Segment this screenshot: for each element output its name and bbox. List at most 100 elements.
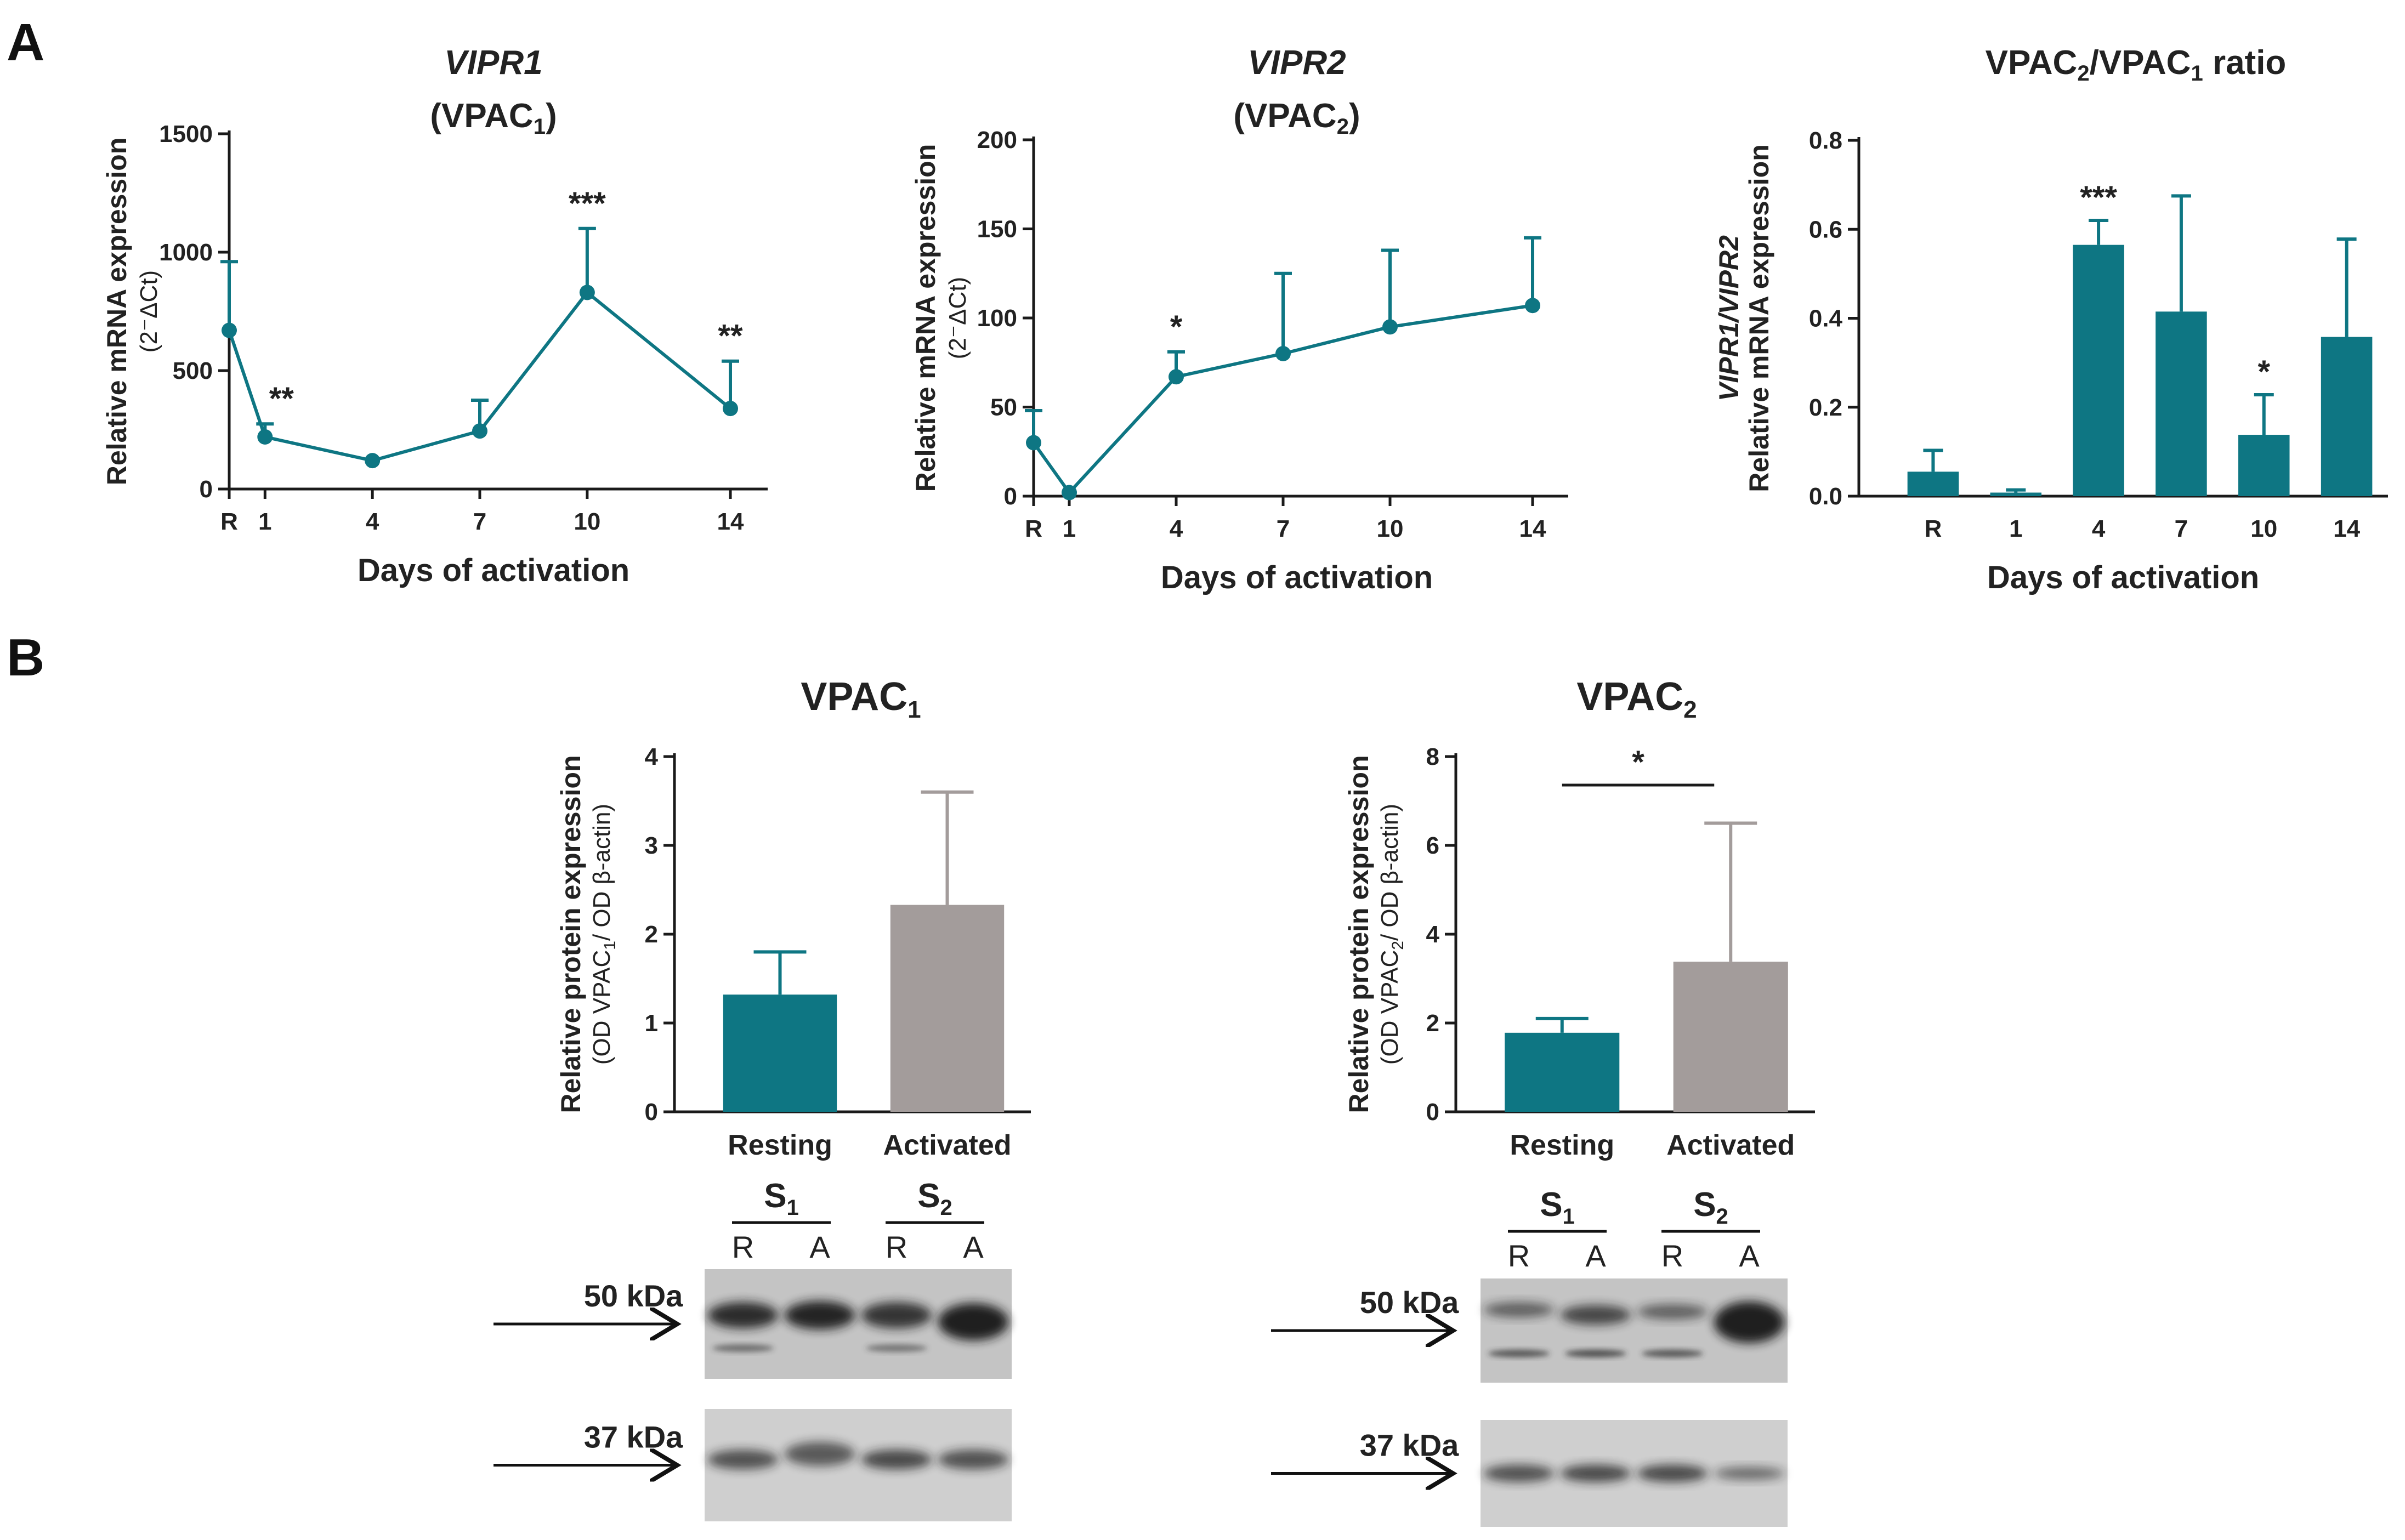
x-tick-label: 7 <box>1277 515 1290 542</box>
sample-label: S1 <box>764 1177 799 1220</box>
sample-label: S1 <box>1540 1186 1575 1229</box>
x-tick-label: 4 <box>2092 515 2106 542</box>
y-axis-unit: (2⁻ΔCt) <box>135 270 162 353</box>
chart-vpac-ratio: VPAC2/VPAC1 ratio VIPR1/VIPR2 Relative mRN… <box>1714 44 2388 595</box>
data-point <box>365 453 381 469</box>
units-text: / OD β-actin) <box>588 804 615 941</box>
y-axis-label-genes: VIPR1/VIPR2 <box>1714 235 1744 401</box>
sample-subscript: 2 <box>940 1196 952 1220</box>
x-tick-label: 1 <box>1063 515 1076 542</box>
data-point <box>1169 369 1184 385</box>
lane-label: R <box>1661 1238 1683 1273</box>
x-tick-label: Resting <box>728 1129 832 1161</box>
bar <box>2156 311 2207 496</box>
x-axis-label: Days of activation <box>358 553 629 588</box>
y-tick-label: 0 <box>1004 483 1017 510</box>
data-point <box>1275 346 1291 361</box>
x-tick-label: 4 <box>1170 515 1183 542</box>
significance-marker: * <box>2257 354 2270 390</box>
lane-label: R <box>1508 1238 1530 1273</box>
protein-band <box>861 1302 932 1328</box>
y-tick-label: 150 <box>977 216 1017 243</box>
marker-label: 37 kDa <box>584 1420 683 1454</box>
subtitle-subscript: 2 <box>1337 115 1349 139</box>
y-axis-label: Relative protein expression <box>1343 755 1374 1113</box>
y-tick-label: 2 <box>645 921 658 948</box>
y-tick-label: 0 <box>645 1099 658 1126</box>
significance-marker: ** <box>718 319 743 354</box>
chart-title: VPAC2/VPAC1 ratio <box>1986 44 2287 86</box>
protein-band-minor <box>712 1344 774 1352</box>
subtitle-subscript: 1 <box>534 115 546 139</box>
y-axis-label-units: (OD VPAC2/ OD β-actin) <box>1376 804 1407 1065</box>
subtitle-text: (VPAC <box>1233 97 1336 135</box>
bar <box>1990 492 2042 496</box>
protein-band <box>1483 1302 1555 1317</box>
title-text: VPAC <box>1576 675 1683 719</box>
protein-band <box>938 1450 1009 1470</box>
y-tick-label: 1 <box>645 1010 658 1037</box>
data-point <box>579 285 595 300</box>
units-subscript: 1 <box>601 941 619 950</box>
y-tick-label: 4 <box>645 743 659 770</box>
sample-text: S <box>764 1177 786 1215</box>
y-axis-label-units: (OD VPAC1/ OD β-actin) <box>588 804 619 1065</box>
chart-vpac2-protein: VPAC 2 Relative protein expression (OD VPAC… <box>1343 675 1815 1161</box>
title-subscript: 1 <box>907 696 921 723</box>
protein-band <box>1714 1467 1785 1480</box>
x-tick-label: Activated <box>1666 1129 1795 1161</box>
protein-band-minor <box>1565 1349 1626 1357</box>
data-point <box>1525 298 1540 314</box>
units-text: / OD β-actin) <box>1376 804 1403 941</box>
x-tick-label: Resting <box>1510 1129 1614 1161</box>
x-tick-label: 7 <box>473 508 486 535</box>
protein-band <box>707 1450 779 1470</box>
data-point <box>723 401 738 417</box>
y-tick-label: 0.8 <box>1809 127 1842 154</box>
protein-band-minor <box>1488 1349 1550 1357</box>
series-line <box>1032 304 1533 496</box>
bar <box>2321 337 2373 496</box>
y-tick-label: 8 <box>1426 743 1439 770</box>
chart-title: VPAC1 <box>801 675 921 723</box>
protein-band <box>1483 1464 1555 1482</box>
data-point <box>257 429 273 445</box>
y-tick-label: 1500 <box>159 121 213 147</box>
protein-band <box>938 1303 1009 1340</box>
x-tick-label: 10 <box>1377 515 1404 542</box>
y-tick-label: 6 <box>1426 832 1439 859</box>
y-tick-label: 200 <box>977 127 1017 154</box>
y-tick-label: 50 <box>990 394 1017 421</box>
chart-vipr2: VIPR2 (VPAC2) Relative mRNA expression (2⁻Δ… <box>910 44 1568 595</box>
chart-subtitle: (VPAC2) <box>1233 97 1360 139</box>
x-axis-label: Days of activation <box>1161 560 1433 595</box>
y-tick-label: 3 <box>645 832 658 859</box>
sample-subscript: 2 <box>1716 1204 1728 1229</box>
data-point <box>222 322 237 338</box>
units-subscript: 2 <box>1389 941 1407 950</box>
protein-band <box>1637 1304 1708 1320</box>
protein-band-minor <box>1642 1349 1703 1357</box>
title-subscript: 2 <box>2077 61 2089 86</box>
chart-title: VIPR1 <box>444 44 542 82</box>
title-text: /VPAC <box>2090 44 2191 82</box>
y-axis-unit: (2⁻ΔCt) <box>944 277 971 359</box>
x-tick-label: 10 <box>2250 515 2277 542</box>
y-tick-label: 100 <box>977 305 1017 332</box>
bar <box>2073 245 2124 496</box>
subtitle-text: (VPAC <box>430 97 533 135</box>
y-tick-label: 2 <box>1426 1010 1439 1037</box>
y-axis-label: Relative mRNA expression <box>101 138 132 486</box>
series-line <box>228 290 731 463</box>
marker-label: 37 kDa <box>1360 1428 1459 1463</box>
y-tick-label: 0.4 <box>1809 305 1843 332</box>
data-point <box>472 423 487 439</box>
x-tick-label: 1 <box>2009 515 2022 542</box>
x-tick-label: 7 <box>2175 515 2188 542</box>
y-tick-label: 0 <box>200 476 213 503</box>
lane-label: A <box>1739 1238 1760 1273</box>
protein-band <box>861 1450 932 1470</box>
y-axis-label: Relative mRNA expression <box>1744 144 1774 492</box>
sample-text: S <box>1540 1186 1562 1224</box>
